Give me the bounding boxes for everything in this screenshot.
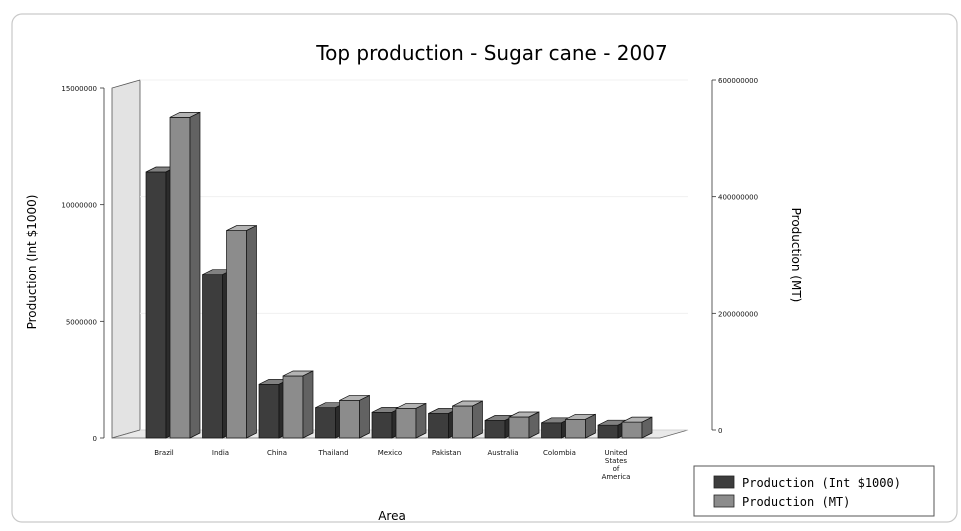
bar-mt-3-front	[339, 400, 360, 439]
bar-mt-1-front	[226, 230, 247, 439]
right-axis-label: Production (MT)	[789, 208, 803, 303]
category-label: Brazil	[154, 449, 174, 457]
bar-mt-4-front	[395, 408, 417, 439]
bar-group	[145, 111, 653, 439]
bar-mt-8-side	[641, 416, 653, 439]
side-wall	[111, 79, 141, 439]
left-tick-label: 5000000	[66, 318, 97, 326]
legend-label-mt: Production (MT)	[742, 495, 850, 509]
bar-int-6-front	[484, 420, 506, 439]
bar-mt-5	[452, 400, 483, 439]
bar-mt-7	[565, 413, 596, 439]
bar-mt-0-side	[189, 111, 201, 439]
bar-int-1-front	[202, 274, 223, 439]
bar-mt-7-front	[565, 418, 586, 439]
bar-int-7-front	[541, 422, 562, 439]
legend-swatch-mt	[713, 494, 735, 508]
legend-label-int: Production (Int $1000)	[742, 476, 901, 490]
legend-box	[693, 465, 935, 517]
category-labels: Brazil India China Thailand Mexico Pakistan Au…	[154, 449, 630, 481]
category-label: Colombia	[543, 449, 576, 457]
bar-mt-0	[169, 111, 201, 439]
bar-mt-3-side	[359, 394, 370, 439]
right-y-axis: 0 200000000 400000000 600000000	[711, 77, 758, 435]
category-label: India	[212, 449, 229, 457]
x-axis-label: Area	[378, 509, 406, 523]
bar-mt-5-front	[452, 405, 473, 439]
bar-mt-6-side	[528, 411, 540, 439]
legend: Production (Int $1000) Production (MT)	[693, 465, 935, 517]
bar-int-7	[541, 417, 572, 439]
bar-mt-8-front	[621, 421, 643, 439]
bar-mt-4-side	[415, 402, 427, 439]
bar-int-8-front	[597, 424, 619, 439]
left-y-axis: 0 5000000 10000000 15000000	[61, 85, 105, 443]
right-tick-label: 0	[718, 427, 722, 435]
category-label: Thailand	[317, 449, 348, 457]
bar-mt-8	[621, 416, 653, 439]
bar-mt-5-side	[472, 400, 483, 439]
bar-mt-2-front	[282, 375, 304, 439]
left-tick-label: 10000000	[61, 202, 97, 210]
bar-int-3-front	[315, 407, 336, 439]
bar-int-5	[428, 407, 459, 439]
bar-mt-4	[395, 402, 427, 439]
category-label: Mexico	[378, 449, 402, 457]
bar-mt-3	[339, 394, 370, 439]
right-tick-label: 600000000	[718, 77, 758, 85]
category-label: China	[267, 449, 287, 457]
bar-mt-0-front	[169, 116, 191, 439]
bar-int-0-front	[145, 171, 167, 439]
legend-swatch-int	[713, 475, 735, 489]
bar-int-4-front	[371, 411, 393, 439]
bar-int-2-front	[258, 383, 280, 439]
left-axis-label: Production (Int $1000)	[25, 195, 39, 330]
left-tick-label: 15000000	[61, 85, 97, 93]
bar-mt-7-side	[585, 413, 596, 439]
category-label: Pakistan	[432, 449, 461, 457]
left-tick-label: 0	[93, 435, 97, 443]
right-tick-label: 200000000	[718, 310, 758, 318]
right-tick-label: 400000000	[718, 194, 758, 202]
bar-mt-2	[282, 370, 314, 439]
category-label: United	[605, 449, 628, 457]
category-label: of	[613, 465, 620, 473]
category-label: Australia	[488, 449, 519, 457]
bar-mt-6	[508, 411, 540, 439]
bar-mt-1	[226, 225, 257, 439]
chart-title: Top production - Sugar cane - 2007	[315, 41, 667, 65]
category-label: States	[605, 457, 628, 465]
bar-mt-1-side	[246, 225, 257, 439]
bar-int-5-front	[428, 413, 449, 439]
category-label: America	[602, 473, 631, 481]
bar-mt-6-front	[508, 416, 530, 439]
bar-mt-2-side	[302, 370, 314, 439]
